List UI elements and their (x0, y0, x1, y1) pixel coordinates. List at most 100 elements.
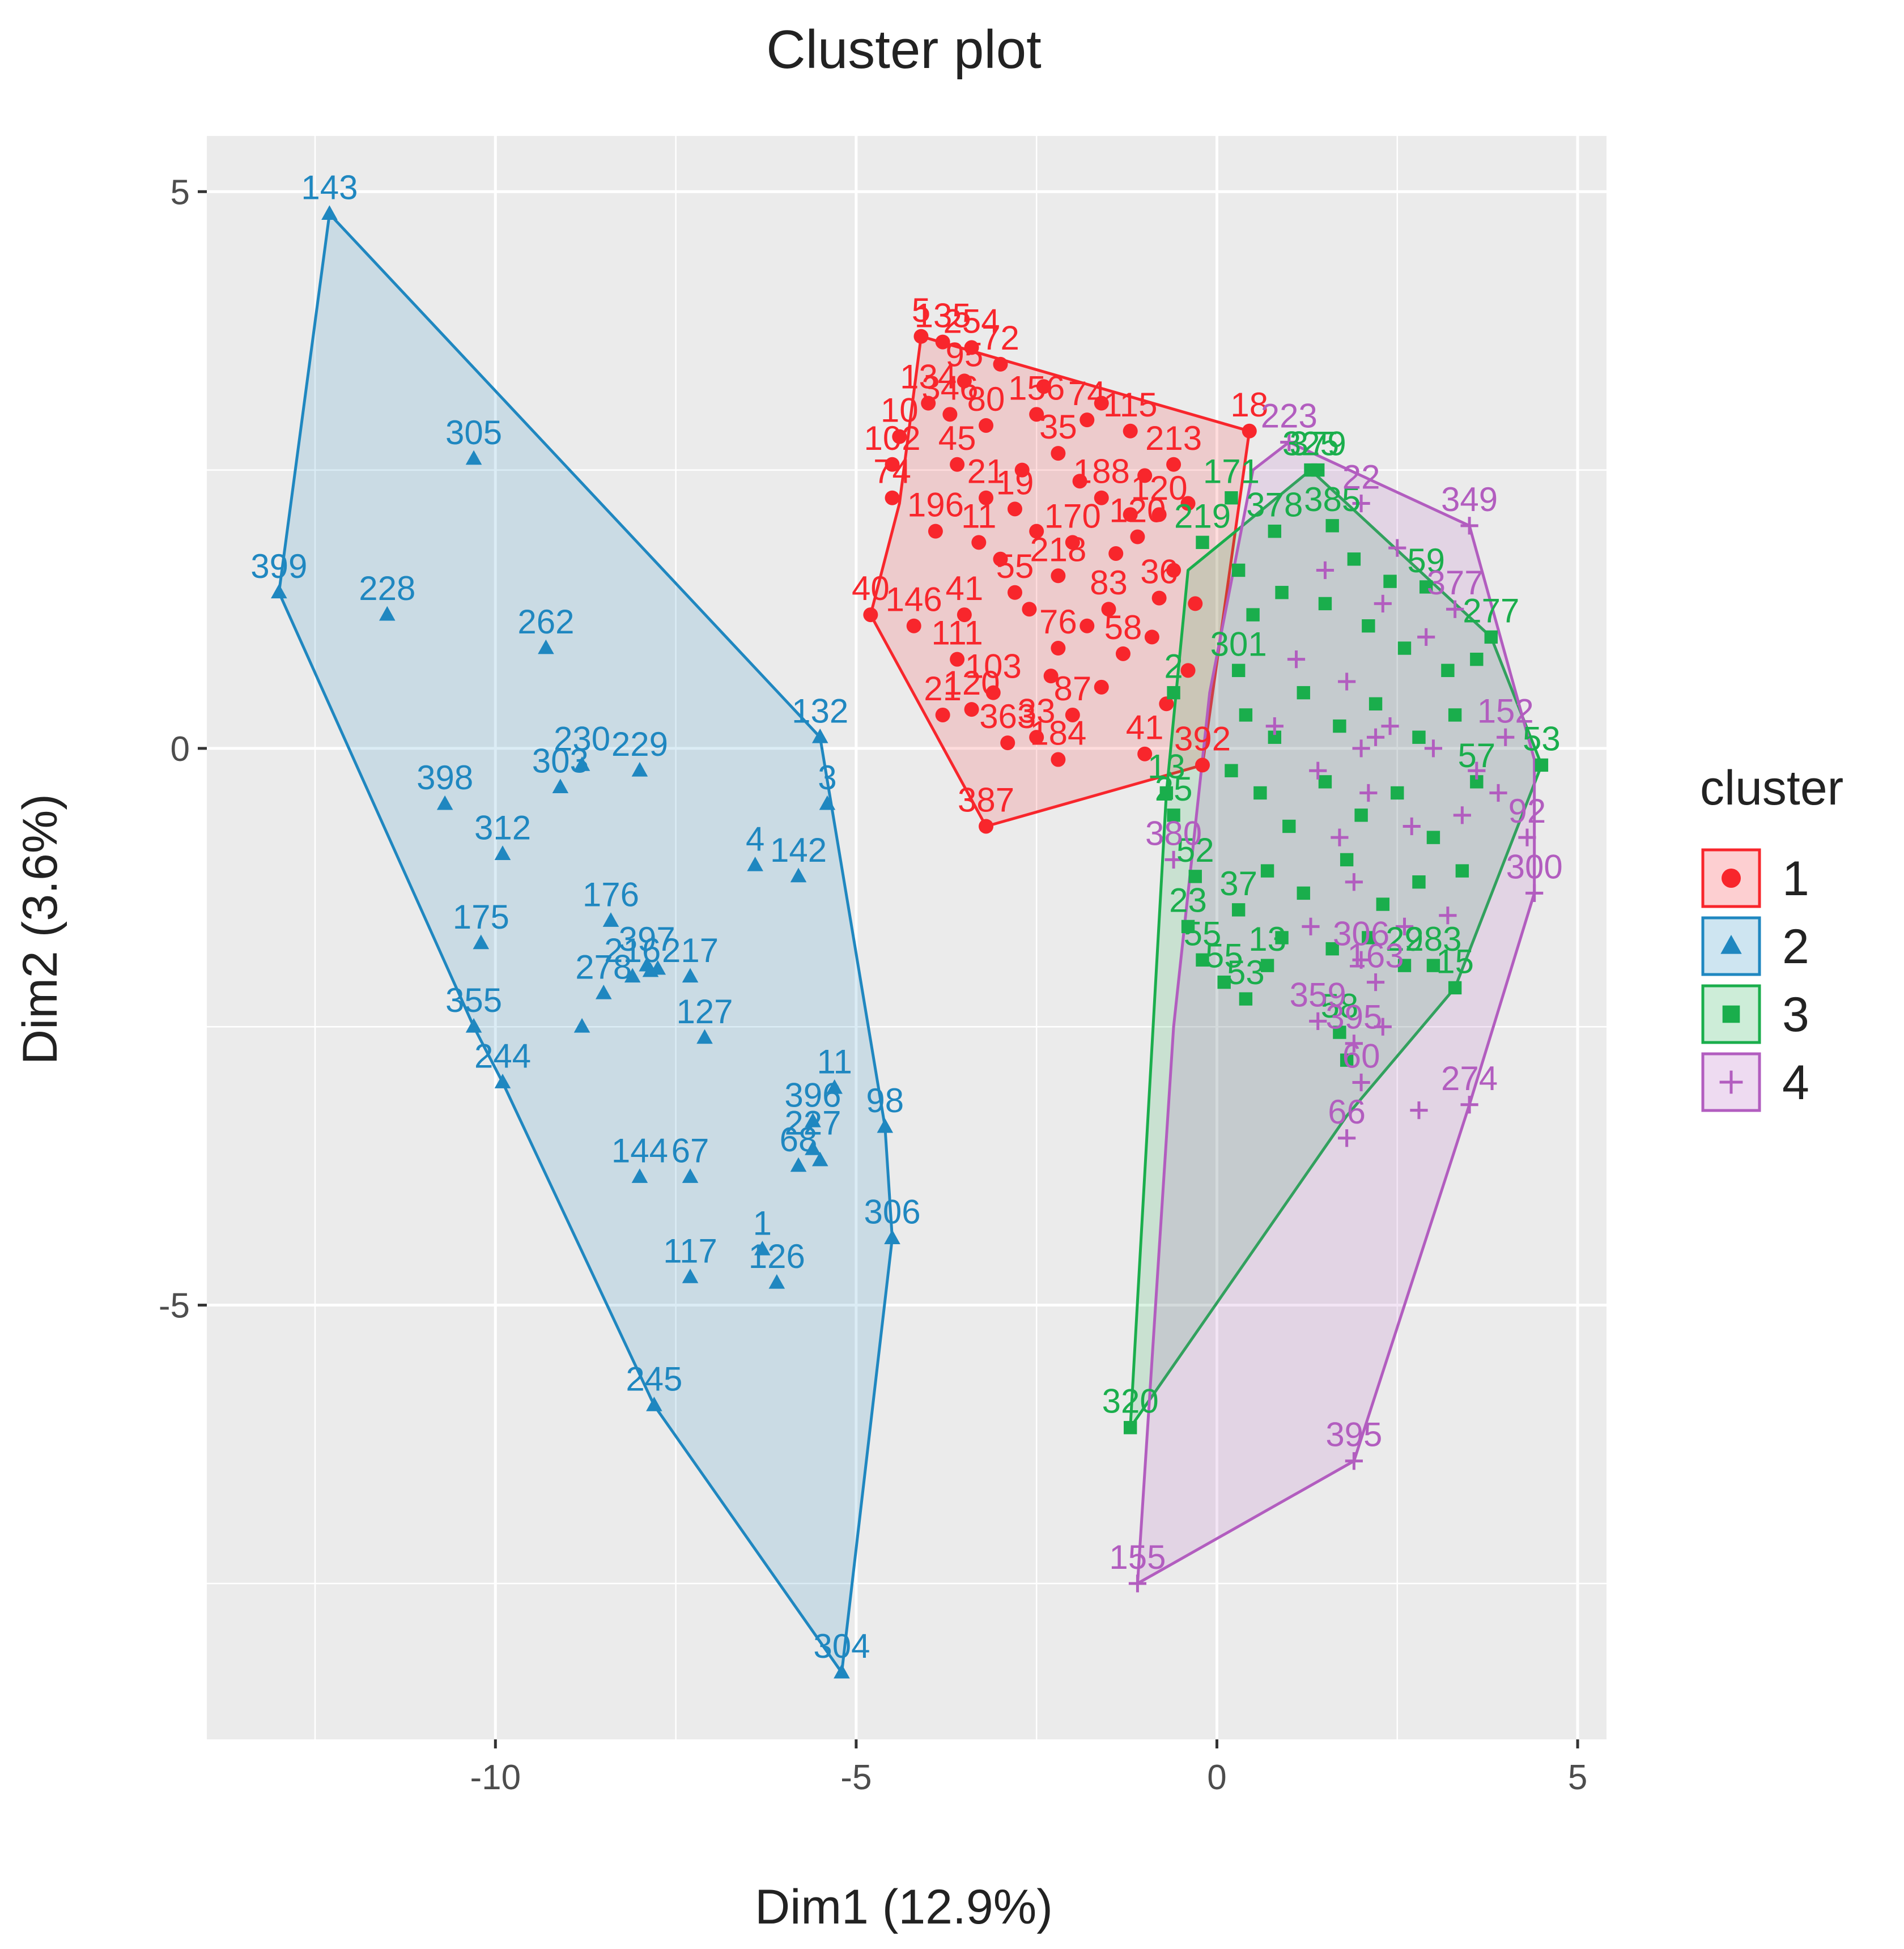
legend-item-1: 1 (1701, 848, 1809, 908)
cluster-4-point (1309, 1012, 1327, 1030)
cluster-3-point (1325, 519, 1339, 533)
cluster-3-point-label: 55 (1184, 914, 1222, 952)
x-tick-label: -10 (470, 1758, 521, 1797)
cluster-3-point-label: 219 (1174, 497, 1231, 535)
cluster-1-point (1123, 507, 1138, 522)
cluster-4-point (1352, 1073, 1370, 1092)
cluster-2-point (682, 1168, 699, 1183)
cluster-1-point (1014, 462, 1030, 478)
cluster-3-point-label: 57 (1457, 737, 1495, 775)
cluster-1-point (1000, 735, 1015, 751)
cluster-3-point (1484, 630, 1498, 644)
cluster-1-point-label: 120 (1109, 492, 1166, 530)
cluster-2-point (379, 606, 396, 621)
cluster-3-point (1217, 975, 1231, 989)
cluster-2-point-label: 398 (416, 759, 473, 797)
axes: -10 -5 0 5 -5 0 5 (159, 173, 1587, 1797)
cluster-2-point (631, 761, 648, 777)
y-tick-label: 5 (171, 173, 190, 212)
cluster-2-point-label: 127 (676, 993, 733, 1031)
cluster-1-point (971, 535, 987, 550)
cluster-4-point (1164, 850, 1183, 869)
cluster-2-point (646, 1397, 662, 1411)
cluster-1-point-label: 115 (1103, 386, 1158, 424)
cluster-3-point (1441, 663, 1455, 678)
cluster-1-point-label: 72 (981, 319, 1019, 357)
cluster-1-point (964, 702, 979, 717)
cluster-1-point-label: 74 (873, 453, 911, 491)
cluster-1-point (1101, 602, 1116, 617)
cluster-3-point (1268, 524, 1282, 538)
cluster-2-point (573, 1018, 590, 1033)
plot-title: Cluster plot (766, 19, 1042, 80)
cluster-4-point-label: 377 (1427, 564, 1484, 602)
cluster-2-point-label: 144 (611, 1132, 668, 1170)
cluster-2-point-label: 117 (663, 1232, 717, 1270)
cluster-3-point (1225, 764, 1238, 777)
cluster-4-point (1446, 600, 1464, 618)
cluster-1-point (950, 457, 965, 472)
cluster-2-point (573, 756, 590, 771)
cluster-2-point-label: 68 (780, 1121, 818, 1159)
cluster-2-point (811, 728, 828, 743)
cluster-2-point-label: 230 (554, 720, 610, 758)
cluster-4-point (1374, 594, 1392, 613)
cluster-3-point-label: 29 (1386, 920, 1423, 958)
cluster-2-point-label: 303 (532, 742, 589, 780)
cluster-1-point-label: 21 (967, 453, 1005, 491)
cluster-4-point (1366, 973, 1385, 991)
cluster-2-point (805, 1112, 821, 1127)
cluster-1-point (1166, 457, 1182, 472)
legend-marker-1 (1722, 869, 1741, 888)
cluster-3-point (1231, 903, 1246, 917)
cluster-4-point (1402, 817, 1421, 836)
cluster-1-point (863, 607, 878, 623)
cluster-1-point-label: 156 (1008, 369, 1065, 407)
cluster-3-point-label: 52 (1176, 831, 1214, 869)
cluster-4-point-label: 300 (1506, 848, 1563, 886)
cluster-3-point (1297, 686, 1310, 700)
cluster-3-point-label: 13 (1248, 920, 1286, 958)
cluster-1-point (1051, 641, 1066, 656)
cluster-1-point-label: 5 (912, 291, 930, 329)
cluster-4-point-label: 152 (1477, 692, 1534, 730)
cluster-3-point-label: 379 (1290, 425, 1346, 463)
cluster-2-point (552, 778, 569, 794)
cluster-2-point (747, 856, 763, 871)
cluster-1-point-label: 83 (1090, 564, 1128, 602)
cluster-4-point (1316, 561, 1334, 580)
cluster-1-point (1043, 669, 1059, 684)
cluster-1-point-label: 184 (1030, 714, 1086, 752)
cluster-1-point-label: 35 (1039, 408, 1077, 446)
cluster-2-point-label: 245 (626, 1360, 682, 1398)
cluster-1-point (928, 524, 943, 539)
cluster-4-point (1309, 761, 1327, 780)
cluster-1-point-label: 33 (1018, 692, 1056, 730)
cluster-2-point (465, 450, 482, 465)
legend-marker-2 (1720, 934, 1742, 954)
cluster-2-point (768, 1274, 785, 1289)
cluster-1-point (979, 819, 994, 834)
cluster-3-point-label: 37 (1219, 865, 1257, 903)
cluster-1-point-label: 218 (1030, 530, 1086, 568)
cluster-1-point-label: 120 (944, 664, 1000, 702)
cluster-1-point (1108, 546, 1124, 561)
cluster-4-point (1453, 806, 1471, 824)
cluster-1-point-label: 135 (915, 297, 971, 335)
cluster-1-point (935, 707, 950, 722)
cluster-4-point (1424, 739, 1443, 758)
cluster-4-point (1374, 1018, 1392, 1036)
cluster-1-point (1166, 563, 1182, 578)
cluster-3-point (1167, 686, 1180, 700)
cluster-3-point (1253, 786, 1267, 800)
cluster-4-point (1338, 673, 1356, 691)
cluster-4-point (1352, 739, 1370, 758)
cluster-3-point (1412, 730, 1426, 744)
cluster-1-point-label: 55 (996, 547, 1034, 585)
cluster-1-point-label: 146 (886, 581, 942, 619)
cluster-1-point-label: 74 (1068, 375, 1106, 412)
cluster-1-point-label: 10 (881, 391, 919, 429)
cluster-2-point-label: 399 (250, 547, 307, 585)
cluster-4-point (1395, 917, 1414, 935)
cluster-1-point (1188, 596, 1203, 611)
